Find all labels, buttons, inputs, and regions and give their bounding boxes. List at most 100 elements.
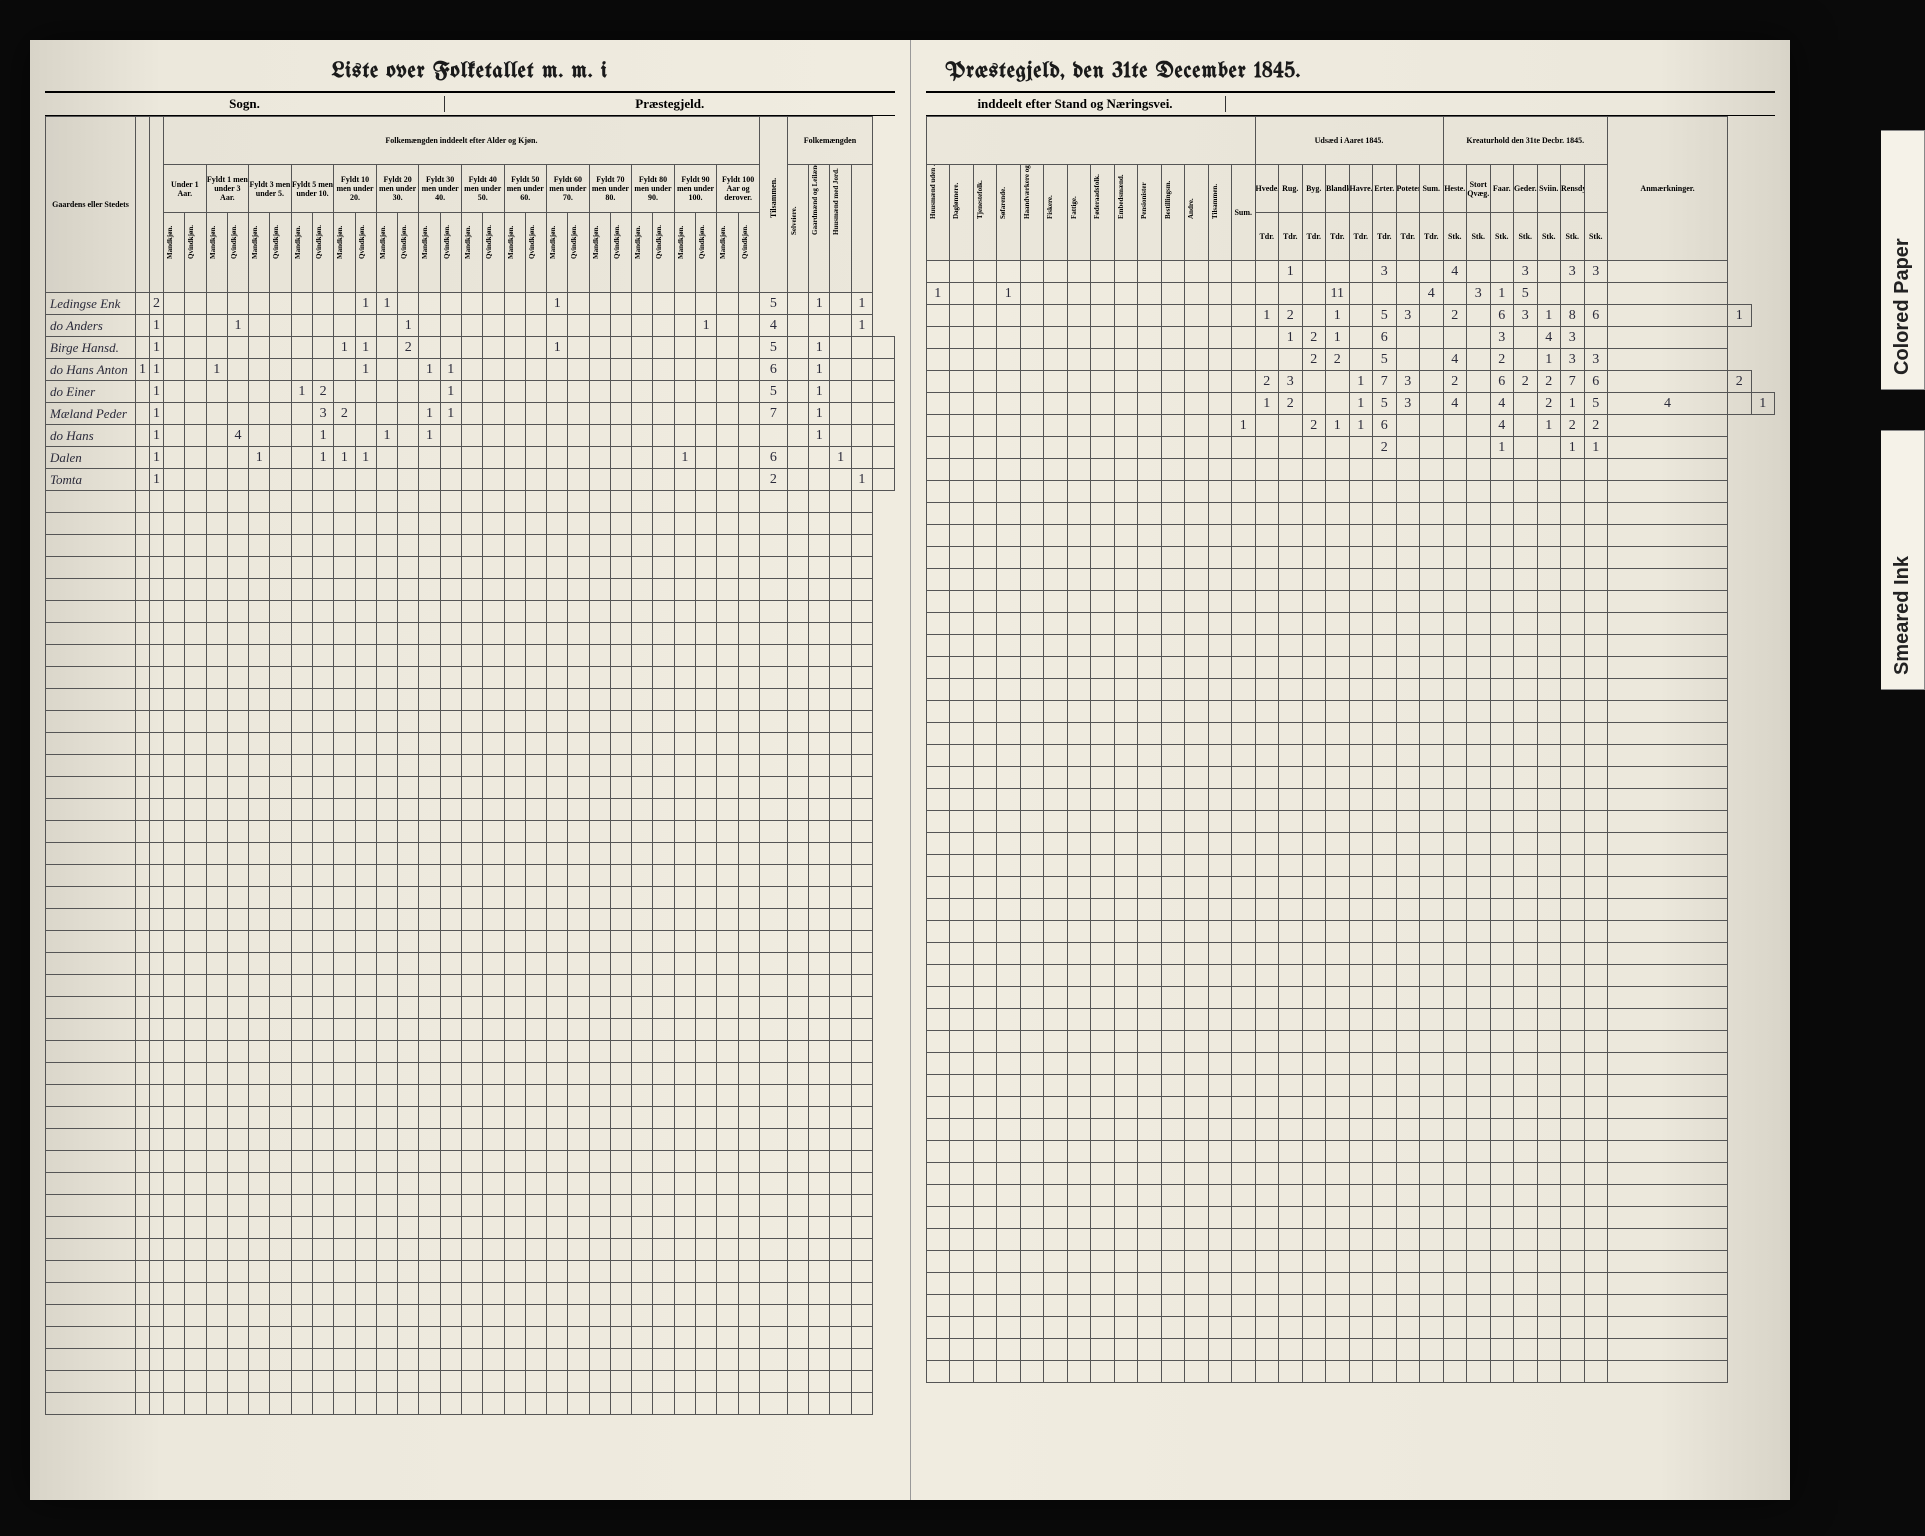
empty-cell (1537, 899, 1561, 921)
empty-cell (1443, 525, 1467, 547)
empty-cell (312, 1327, 333, 1349)
empty-cell (1044, 811, 1068, 833)
empty-cell (525, 557, 546, 579)
empty-cell (1514, 1207, 1538, 1229)
empty-cell (376, 1129, 397, 1151)
data-cell (1302, 261, 1326, 283)
empty-cell (398, 1085, 419, 1107)
data-cell (950, 327, 974, 349)
empty-cell (568, 909, 589, 931)
empty-cell (1138, 613, 1162, 635)
data-cell (440, 315, 461, 337)
stand-cell (851, 447, 872, 469)
empty-cell (997, 1163, 1021, 1185)
empty-cell (1208, 547, 1232, 569)
empty-cell (1584, 503, 1608, 525)
empty-cell (312, 1129, 333, 1151)
empty-cell (1208, 1361, 1232, 1383)
empty-cell (1208, 745, 1232, 767)
empty-row (926, 899, 1775, 921)
data-cell (1302, 305, 1326, 327)
empty-cell (1467, 789, 1491, 811)
empty-cell (1185, 789, 1209, 811)
empty-cell (1067, 1009, 1091, 1031)
empty-cell (632, 623, 653, 645)
empty-cell (1138, 855, 1162, 877)
empty-cell (547, 667, 568, 689)
data-cell (1208, 283, 1232, 305)
empty-cell (185, 491, 206, 513)
empty-cell (1067, 503, 1091, 525)
data-cell (1420, 327, 1444, 349)
empty-cell (1091, 481, 1115, 503)
empty-cell (376, 491, 397, 513)
data-cell (1420, 437, 1444, 459)
stand-cell (851, 359, 872, 381)
empty-cell (674, 1349, 695, 1371)
empty-cell (46, 1041, 136, 1063)
empty-cell (653, 1195, 674, 1217)
empty-cell (1420, 591, 1444, 613)
data-cell (525, 381, 546, 403)
empty-cell (830, 821, 851, 843)
empty-cell (809, 1305, 830, 1327)
data-cell: 2 (1514, 371, 1538, 393)
empty-cell (1044, 1075, 1068, 1097)
table-row: 1216343 (926, 327, 1775, 349)
empty-cell (1255, 1009, 1279, 1031)
empty-cell (1138, 679, 1162, 701)
empty-cell (632, 535, 653, 557)
empty-cell (589, 843, 610, 865)
empty-cell (809, 953, 830, 975)
empty-cell (1514, 1031, 1538, 1053)
table-row: do Hans Anton11111161 (46, 359, 895, 381)
empty-cell (136, 667, 150, 689)
empty-cell (355, 1041, 376, 1063)
empty-cell (1020, 1097, 1044, 1119)
empty-cell (1326, 723, 1350, 745)
empty-cell (851, 1239, 872, 1261)
empty-cell (227, 1393, 248, 1415)
empty-cell (830, 931, 851, 953)
tab-smeared-ink[interactable]: Smeared Ink (1881, 430, 1925, 690)
empty-cell (525, 711, 546, 733)
tab-colored-paper[interactable]: Colored Paper (1881, 130, 1925, 390)
empty-cell (249, 557, 270, 579)
empty-cell (270, 887, 291, 909)
empty-cell (1067, 921, 1091, 943)
empty-cell (787, 579, 808, 601)
empty-cell (461, 843, 482, 865)
empty-cell (398, 755, 419, 777)
empty-cell (1326, 569, 1350, 591)
empty-cell (1537, 1009, 1561, 1031)
empty-cell (717, 887, 738, 909)
empty-cell (419, 777, 440, 799)
empty-cell (738, 623, 759, 645)
empty-cell (1161, 503, 1185, 525)
empty-cell (185, 1393, 206, 1415)
empty-row (926, 1207, 1775, 1229)
empty-cell (1373, 1185, 1397, 1207)
empty-cell (483, 1173, 504, 1195)
empty-cell (355, 1173, 376, 1195)
empty-cell (1537, 635, 1561, 657)
empty-cell (950, 459, 974, 481)
data-cell (525, 447, 546, 469)
empty-cell (1302, 943, 1326, 965)
empty-cell (185, 865, 206, 887)
empty-cell (547, 557, 568, 579)
empty-cell (1138, 1339, 1162, 1361)
data-cell: 1 (1537, 415, 1561, 437)
data-cell (1044, 327, 1068, 349)
empty-cell (206, 667, 227, 689)
empty-cell (759, 601, 787, 623)
empty-cell (1208, 1097, 1232, 1119)
empty-row (926, 965, 1775, 987)
crop-col: Rug. (1279, 165, 1303, 213)
empty-cell (376, 821, 397, 843)
data-cell (504, 447, 525, 469)
stand-cell (830, 359, 851, 381)
empty-cell (610, 1195, 631, 1217)
empty-cell (376, 1151, 397, 1173)
data-cell (461, 315, 482, 337)
